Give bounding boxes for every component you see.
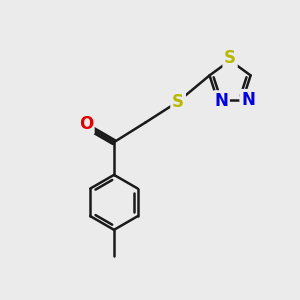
Text: S: S <box>172 93 184 111</box>
Text: O: O <box>79 115 93 133</box>
Text: S: S <box>172 93 184 111</box>
Text: N: N <box>241 91 255 109</box>
Text: N: N <box>214 92 228 110</box>
Text: S: S <box>224 49 236 67</box>
